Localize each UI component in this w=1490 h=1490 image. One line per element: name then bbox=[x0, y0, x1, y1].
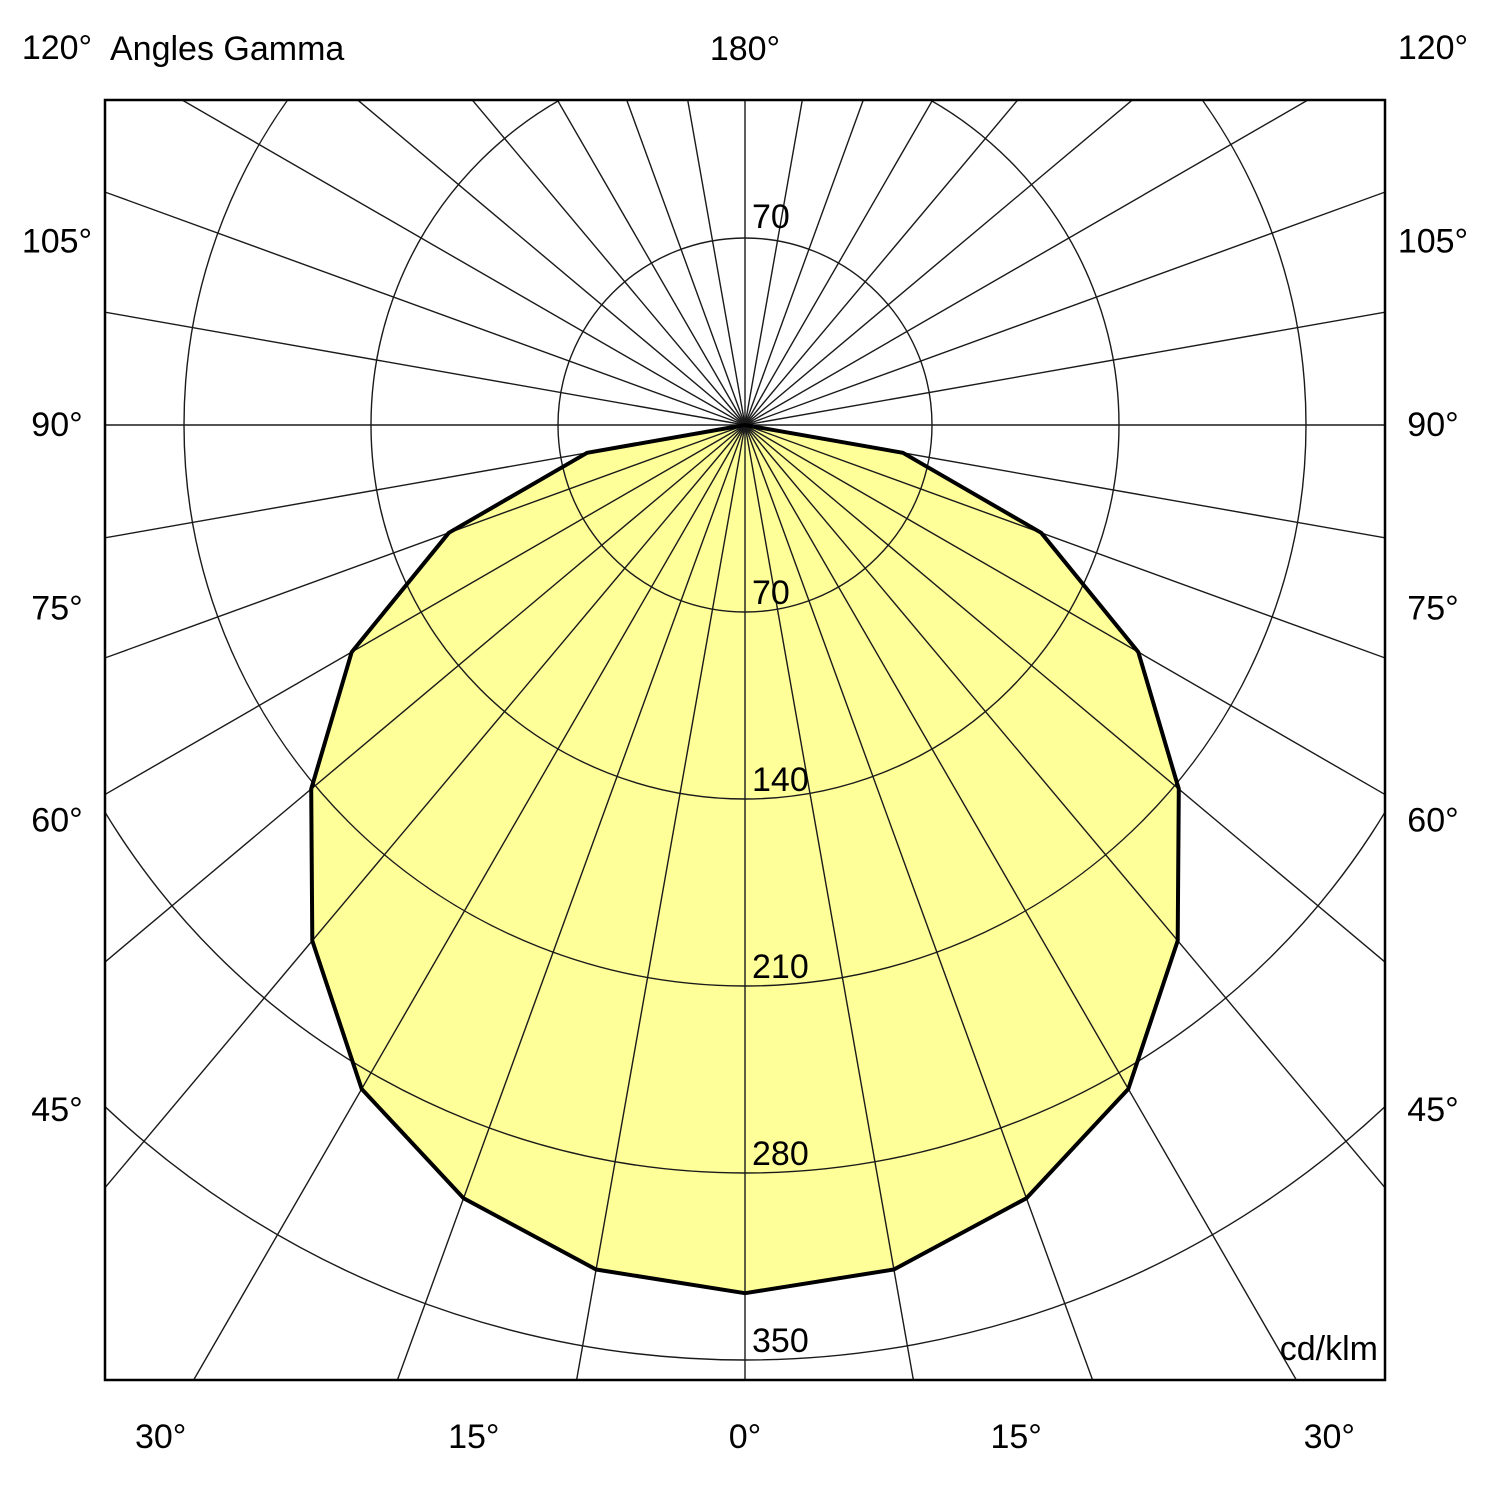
gamma-angle-label-left: 105° bbox=[22, 223, 92, 261]
gamma-ray-line bbox=[744, 424, 1385, 1189]
top-center-angle-label: 180° bbox=[710, 30, 780, 68]
radial-tick-label: 350 bbox=[752, 1322, 809, 1360]
gamma-ray-line bbox=[744, 424, 1094, 1380]
radial-grid-circle bbox=[370, 100, 1120, 800]
gamma-angle-label-right: 120° bbox=[1398, 29, 1468, 67]
axis-labels: 70 70 140 210 280 350 45° 45° 60° 60° 75° 75° 90° 90°… bbox=[22, 29, 1468, 1456]
gamma-ray-line bbox=[744, 424, 1298, 1380]
gamma-ray-line bbox=[105, 424, 746, 963]
gamma-ray-line bbox=[105, 424, 746, 796]
radial-grid-circle bbox=[105, 1105, 1385, 1361]
radial-tick-label: 70 bbox=[752, 198, 790, 236]
gamma-ray-line bbox=[575, 424, 746, 1380]
gamma-ray-line bbox=[105, 191, 746, 426]
radial-tick-label: 210 bbox=[752, 948, 809, 986]
gamma-ray-line bbox=[744, 100, 934, 426]
gamma-angle-label-right: 105° bbox=[1398, 223, 1468, 261]
gamma-ray-line bbox=[744, 100, 1310, 426]
radial-tick-label: 140 bbox=[752, 761, 809, 799]
gamma-ray-line bbox=[744, 424, 1385, 963]
gamma-angle-label-bottom: 15° bbox=[448, 1418, 499, 1456]
gamma-angle-label-right: 90° bbox=[1407, 406, 1458, 444]
gamma-ray-line bbox=[744, 424, 1385, 659]
intensity-curve bbox=[309, 423, 1181, 1296]
radial-tick-label: 280 bbox=[752, 1135, 809, 1173]
chart-title: Angles Gamma bbox=[110, 30, 344, 68]
gamma-ray-line bbox=[744, 100, 1134, 426]
unit-label: cd/klm bbox=[1280, 1330, 1378, 1368]
gamma-angle-label-right: 75° bbox=[1407, 590, 1458, 628]
gamma-angle-label-right: 45° bbox=[1407, 1091, 1458, 1129]
gamma-angle-label-left: 75° bbox=[31, 590, 82, 628]
gamma-ray-line bbox=[625, 100, 746, 426]
gamma-ray-line bbox=[744, 100, 1019, 426]
gamma-ray-line bbox=[105, 424, 746, 539]
gamma-ray-line bbox=[556, 100, 746, 426]
gamma-angle-label-left: 60° bbox=[31, 802, 82, 840]
gamma-ray-line bbox=[192, 424, 746, 1380]
radial-grid-circle bbox=[183, 100, 1307, 987]
gamma-ray-line bbox=[744, 100, 865, 426]
gamma-angle-label-right: 60° bbox=[1407, 802, 1458, 840]
radial-tick-label: 70 bbox=[752, 574, 790, 612]
gamma-ray-line bbox=[105, 424, 746, 1189]
gamma-ray-line bbox=[180, 100, 746, 426]
gamma-angle-label-left: 45° bbox=[31, 1091, 82, 1129]
gamma-angle-label-bottom: 0° bbox=[729, 1418, 762, 1456]
gamma-ray-line bbox=[744, 424, 1385, 796]
gamma-angle-label-left: 120° bbox=[22, 29, 92, 67]
gamma-angle-label-bottom: 30° bbox=[135, 1418, 186, 1456]
chart-frame bbox=[103, 98, 1387, 1382]
gamma-ray-line bbox=[744, 311, 1385, 426]
gamma-ray-line bbox=[356, 100, 746, 426]
gamma-ray-line bbox=[744, 424, 915, 1380]
gamma-angle-label-bottom: 30° bbox=[1304, 1418, 1355, 1456]
gamma-ray-line bbox=[471, 100, 746, 426]
gamma-ray-line bbox=[744, 424, 1385, 539]
intensity-outline-layer bbox=[309, 423, 1181, 1296]
gamma-ray-line bbox=[105, 311, 746, 426]
gamma-angle-label-bottom: 15° bbox=[990, 1418, 1041, 1456]
gamma-angle-label-left: 90° bbox=[31, 406, 82, 444]
gamma-ray-line bbox=[105, 424, 746, 659]
radial-grid-circle bbox=[557, 237, 933, 613]
gamma-ray-line bbox=[744, 191, 1385, 426]
radial-grid-circle bbox=[105, 810, 1385, 1174]
gamma-ray-line bbox=[396, 424, 746, 1380]
